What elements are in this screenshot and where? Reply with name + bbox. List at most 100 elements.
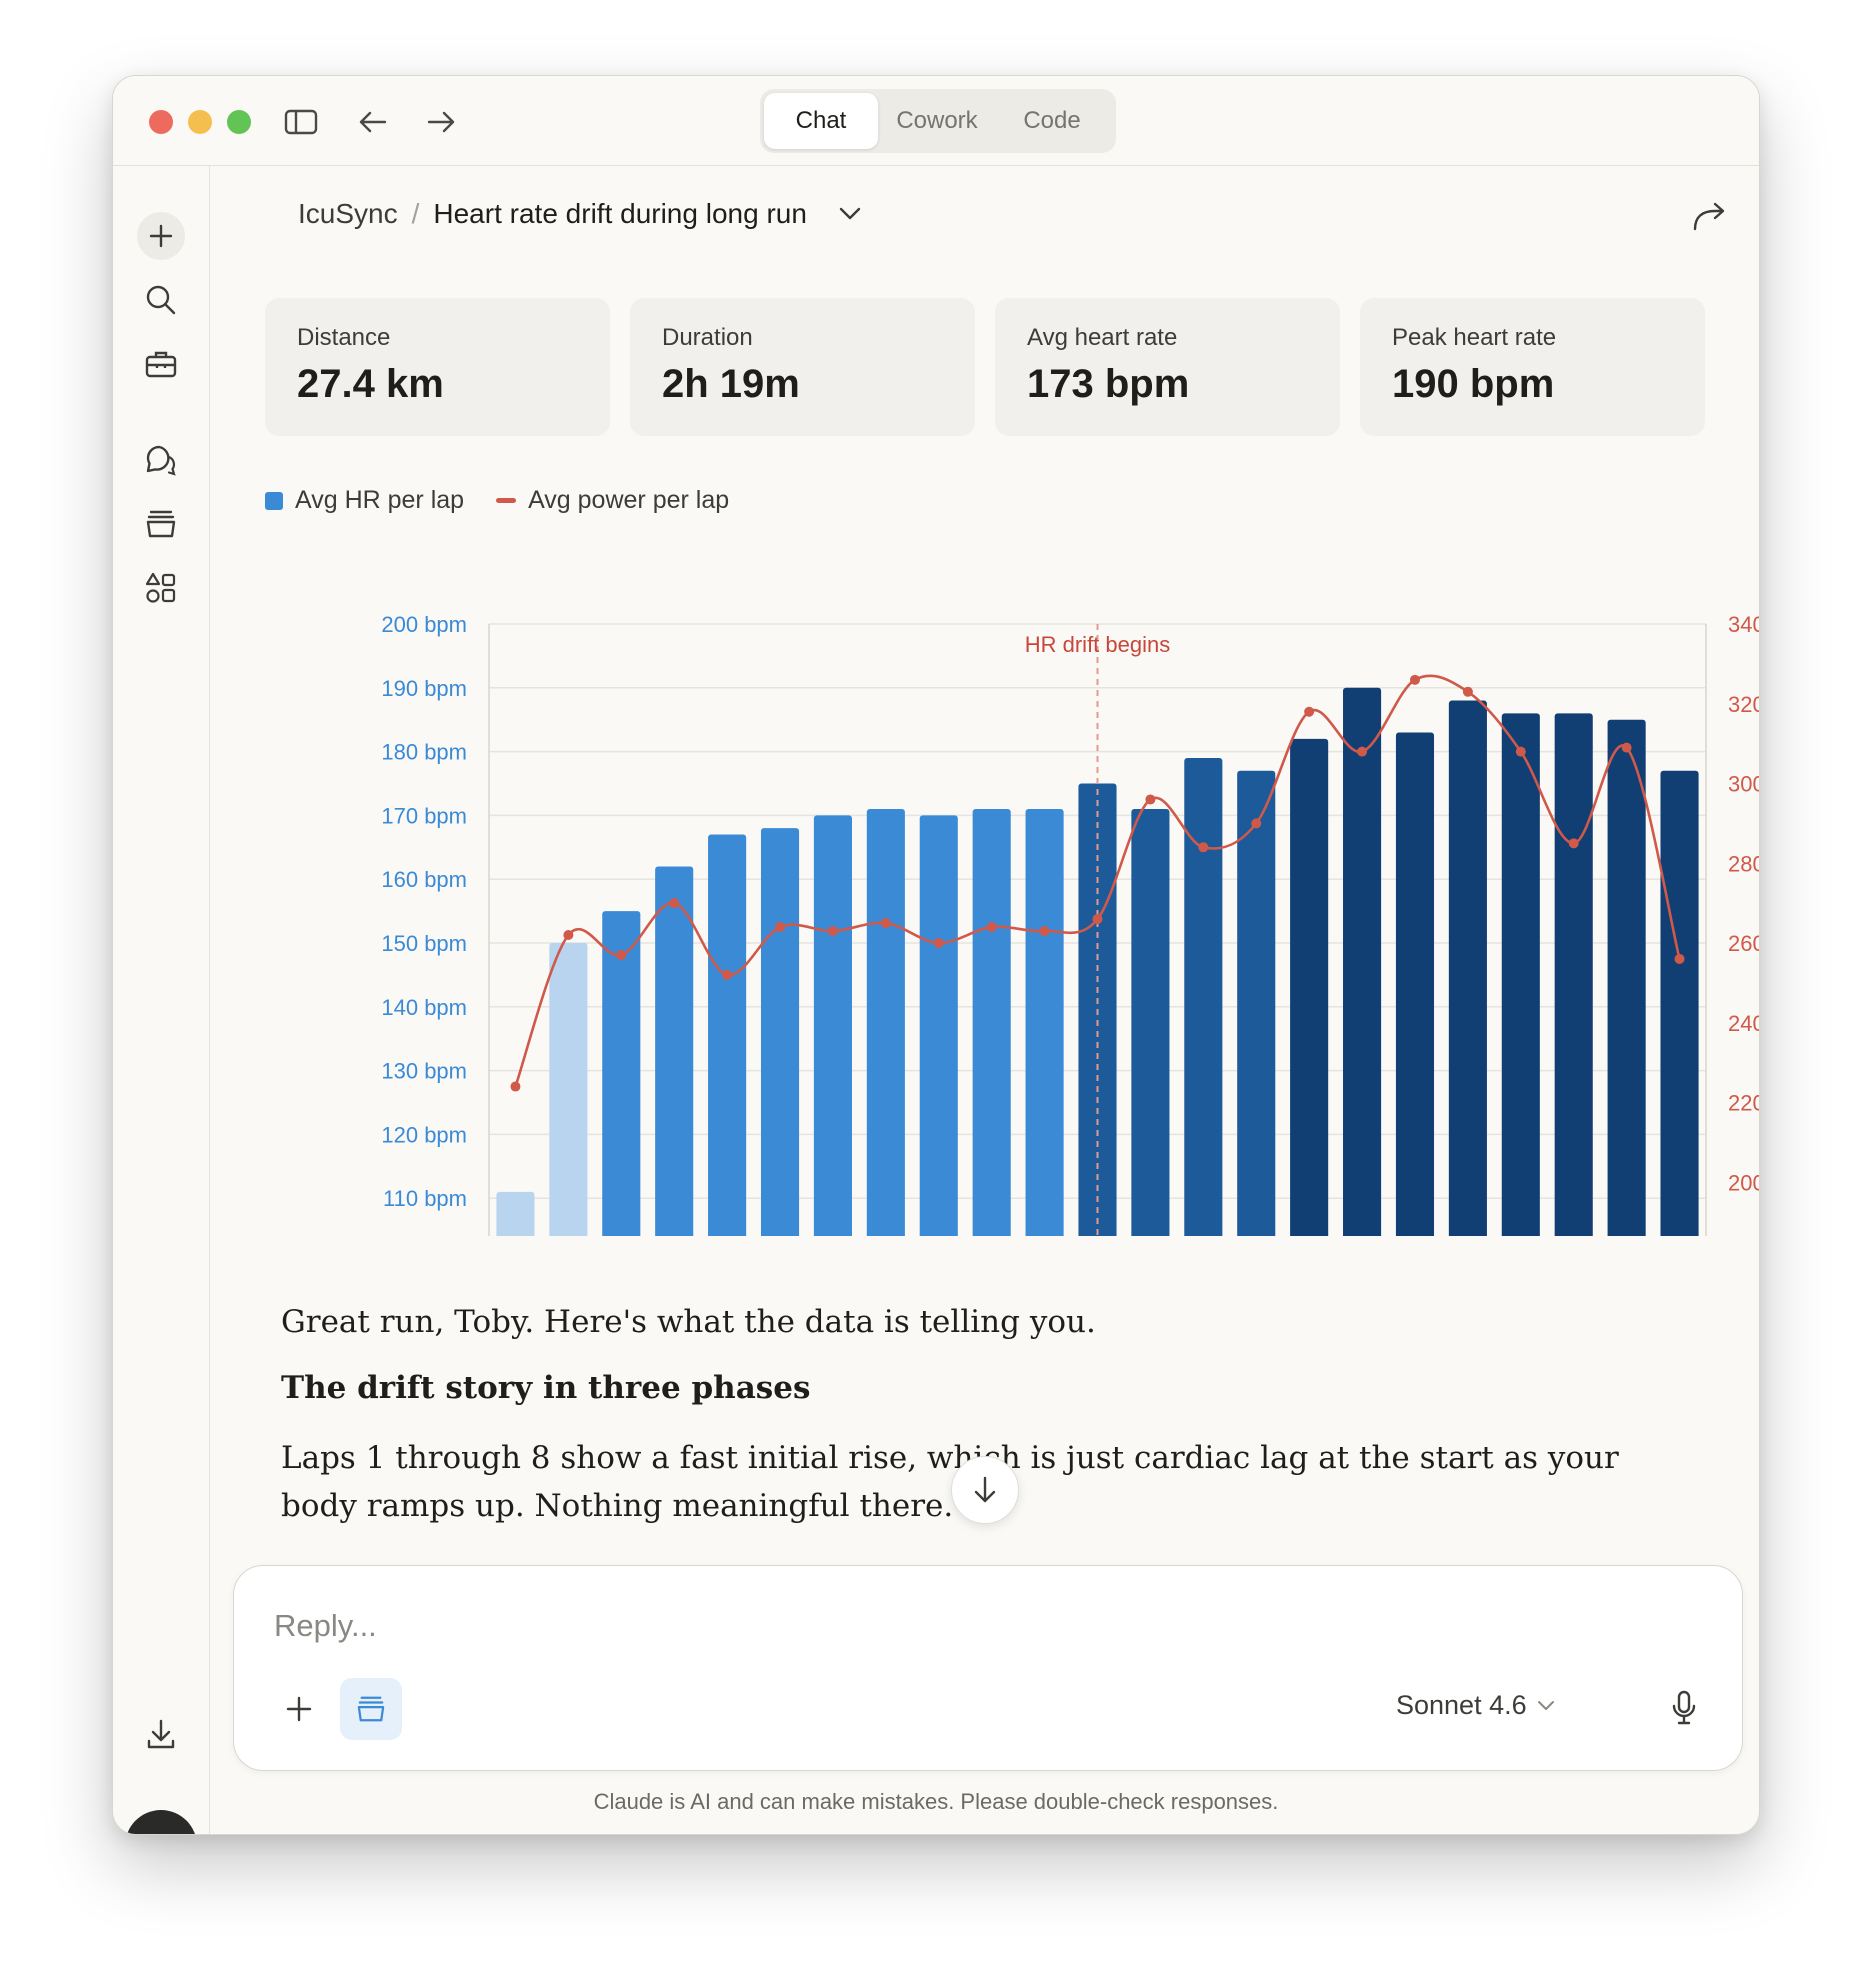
stat-value: 27.4 km xyxy=(297,362,444,406)
hr-bar-L23 xyxy=(1660,770,1699,1236)
hr-bar-L2 xyxy=(549,943,588,1236)
y-left-tick-label: 200 bpm xyxy=(381,612,467,637)
chats-icon[interactable] xyxy=(137,436,185,484)
sidebar: TP xyxy=(113,166,210,1834)
power-point-L22 xyxy=(1621,742,1632,753)
stat-value: 2h 19m xyxy=(662,362,800,406)
scroll-down-button[interactable] xyxy=(951,1456,1019,1524)
sidebar-toggle-icon[interactable] xyxy=(283,104,319,140)
legend-swatch-power xyxy=(496,498,517,503)
toolbox-icon[interactable] xyxy=(137,340,185,388)
hr-bar-L6 xyxy=(760,828,800,1236)
download-icon[interactable] xyxy=(137,1710,185,1758)
hr-bar-L21 xyxy=(1554,713,1593,1236)
minimize-window-button[interactable] xyxy=(188,110,212,134)
power-point-L7 xyxy=(827,926,838,937)
plus-icon[interactable] xyxy=(137,212,185,260)
projects-icon[interactable] xyxy=(137,500,185,548)
close-window-button[interactable] xyxy=(149,110,173,134)
y-left-tick-label: 140 bpm xyxy=(381,995,467,1020)
breadcrumb: IcuSync / Heart rate drift during long r… xyxy=(298,194,861,234)
message-paragraph: Laps 1 through 8 show a fast initial ris… xyxy=(281,1440,1619,1524)
chevron-down-icon xyxy=(1537,1700,1554,1710)
power-point-L14 xyxy=(1198,842,1209,853)
hr-bar-L3 xyxy=(602,911,641,1236)
hr-bar-L17 xyxy=(1343,687,1382,1236)
y-right-tick-label: 240 W xyxy=(1728,1011,1760,1036)
hr-bar-L10 xyxy=(972,809,1011,1236)
stat-value: 190 bpm xyxy=(1392,362,1555,406)
y-left-tick-label: 160 bpm xyxy=(381,867,467,892)
app-window: Chat Cowork Code TP IcuSync / xyxy=(112,75,1760,1835)
arrow-down-icon xyxy=(974,1476,996,1503)
tab-code[interactable]: Code xyxy=(1023,107,1081,134)
project-toggle-button[interactable] xyxy=(340,1678,402,1740)
chevron-down-icon[interactable] xyxy=(839,207,861,221)
stat-card-peak-heart-rate: Peak heart rate 190 bpm xyxy=(1360,298,1705,436)
search-icon[interactable] xyxy=(137,276,185,324)
hr-bar-L1 xyxy=(496,1191,535,1236)
model-selector[interactable]: Sonnet 4.6 xyxy=(1396,1690,1555,1721)
composer: Sonnet 4.6 xyxy=(233,1565,1743,1771)
hr-bar-L18 xyxy=(1395,732,1435,1236)
power-point-L23 xyxy=(1674,953,1685,964)
y-left-tick-label: 130 bpm xyxy=(381,1059,467,1084)
reply-input[interactable] xyxy=(274,1602,1674,1650)
hr-bar-L11 xyxy=(1025,809,1064,1236)
power-point-L10 xyxy=(986,922,997,933)
attach-plus-icon[interactable] xyxy=(268,1678,330,1740)
stat-label: Duration xyxy=(662,324,753,351)
tab-cowork[interactable]: Cowork xyxy=(896,107,978,134)
zoom-window-button[interactable] xyxy=(227,110,251,134)
y-left-tick-label: 190 bpm xyxy=(381,676,467,701)
stat-label: Peak heart rate xyxy=(1392,324,1557,351)
y-right-tick-label: 220 W xyxy=(1728,1091,1760,1116)
chart-legend: Avg HR per lap Avg power per lap xyxy=(265,486,729,515)
artifacts-icon[interactable] xyxy=(137,564,185,612)
hr-bar-L19 xyxy=(1448,700,1487,1236)
y-right-tick-label: 260 W xyxy=(1728,931,1760,956)
y-left-tick-label: 170 bpm xyxy=(381,803,467,828)
disclaimer: Claude is AI and can make mistakes. Plea… xyxy=(593,1789,1279,1814)
forward-arrow-icon[interactable] xyxy=(423,104,459,140)
tab-chat[interactable]: Chat xyxy=(764,93,878,149)
mode-tabs: Chat Cowork Code xyxy=(760,89,1116,153)
message-intro: Great run, Toby. Here's what the data is… xyxy=(281,1304,1096,1340)
conversation-title[interactable]: Heart rate drift during long run xyxy=(433,198,807,229)
back-arrow-icon[interactable] xyxy=(355,104,391,140)
legend-label-power: Avg power per lap xyxy=(528,486,730,514)
power-point-L1 xyxy=(510,1081,521,1092)
projects-icon xyxy=(357,1696,385,1722)
stat-value: 173 bpm xyxy=(1027,362,1190,406)
hr-bar-L8 xyxy=(866,809,905,1236)
model-name: Sonnet 4.6 xyxy=(1396,1690,1527,1720)
y-left-tick-label: 150 bpm xyxy=(381,931,467,956)
y-right-tick-label: 200 W xyxy=(1728,1170,1760,1195)
hr-bar-L22 xyxy=(1607,719,1646,1236)
power-point-L6 xyxy=(775,922,786,933)
share-icon[interactable] xyxy=(1689,196,1729,236)
hr-bar-L4 xyxy=(655,866,694,1236)
power-point-L9 xyxy=(933,938,944,948)
y-right-tick-label: 280 W xyxy=(1728,851,1760,876)
hr-power-chart: 200 bpm 190 bpm 180 bpm 170 bpm 160 bpm 150 b… xyxy=(381,612,1760,1236)
power-point-L21 xyxy=(1568,838,1579,849)
power-point-L12 xyxy=(1092,914,1103,925)
stat-label: Distance xyxy=(297,324,391,351)
power-point-L19 xyxy=(1462,686,1473,697)
y-right-tick-label: 300 W xyxy=(1728,772,1760,797)
power-point-L4 xyxy=(669,898,680,909)
microphone-icon[interactable] xyxy=(1662,1686,1706,1730)
power-point-L17 xyxy=(1357,746,1368,757)
y-right-tick-label: 340 W xyxy=(1728,612,1760,637)
hr-bar-L16 xyxy=(1290,738,1329,1236)
breadcrumb-project[interactable]: IcuSync xyxy=(298,198,398,229)
stat-card-duration: Duration 2h 19m xyxy=(630,298,975,436)
power-point-L8 xyxy=(880,918,891,929)
y-left-tick-label: 180 bpm xyxy=(381,740,467,765)
hr-bar-L5 xyxy=(708,834,747,1236)
power-point-L3 xyxy=(616,949,627,960)
hr-bar-L20 xyxy=(1501,713,1540,1236)
hr-bar-L15 xyxy=(1237,770,1276,1236)
hr-bar-L9 xyxy=(919,815,958,1236)
